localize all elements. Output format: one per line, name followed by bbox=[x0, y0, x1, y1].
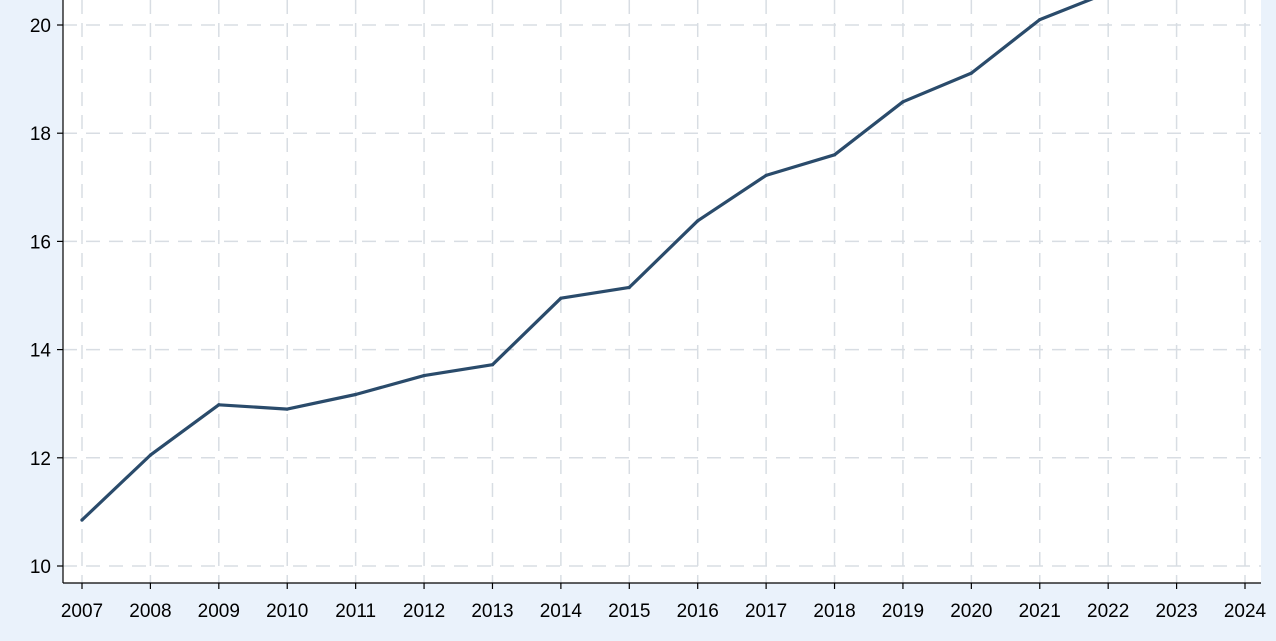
data-point bbox=[422, 373, 426, 378]
y-tick-label: 12 bbox=[30, 449, 51, 470]
data-point bbox=[490, 363, 495, 367]
data-point bbox=[969, 71, 973, 75]
x-tick-label: 2019 bbox=[882, 601, 924, 622]
x-tick-label: 2017 bbox=[745, 601, 787, 622]
data-point bbox=[764, 173, 768, 177]
x-tick-label: 2021 bbox=[1019, 601, 1061, 622]
x-tick-label: 2009 bbox=[198, 601, 240, 622]
x-gridlines bbox=[81, 0, 1246, 583]
data-point bbox=[559, 296, 563, 300]
x-tick-label: 2008 bbox=[129, 601, 171, 622]
data-point bbox=[832, 153, 837, 157]
y-tick-label: 18 bbox=[30, 124, 51, 145]
y-tick-label: 10 bbox=[30, 557, 51, 578]
x-tick-label: 2015 bbox=[608, 601, 650, 622]
x-tick-label: 2023 bbox=[1155, 601, 1197, 622]
y-axis-ticks: 10 12 14 16 18 20 bbox=[30, 16, 63, 578]
data-point bbox=[696, 219, 700, 223]
data-point bbox=[1038, 17, 1042, 22]
series-line bbox=[80, 0, 1094, 522]
x-tick-label: 2022 bbox=[1087, 601, 1129, 622]
data-point bbox=[354, 392, 358, 397]
x-tick-label: 2010 bbox=[266, 601, 308, 622]
data-point bbox=[901, 100, 905, 104]
data-point bbox=[627, 285, 631, 289]
x-tick-label: 2011 bbox=[335, 601, 376, 622]
x-axis-ticks: 2007 2008 2009 2010 2011 2012 2013 2014 2015 2016… bbox=[61, 583, 1267, 622]
x-tick-label: 2012 bbox=[403, 601, 445, 622]
series-group bbox=[80, 0, 1094, 522]
y-gridlines bbox=[63, 24, 1261, 567]
data-point bbox=[217, 403, 221, 407]
x-tick-label: 2013 bbox=[471, 601, 513, 622]
plot-background bbox=[63, 0, 1261, 583]
x-tick-label: 2018 bbox=[813, 601, 855, 622]
x-tick-label: 2014 bbox=[540, 601, 583, 622]
x-tick-label: 2007 bbox=[61, 601, 103, 622]
x-tick-label: 2020 bbox=[950, 601, 992, 622]
y-tick-label: 20 bbox=[30, 16, 51, 37]
x-tick-label: 2016 bbox=[677, 601, 719, 622]
data-point bbox=[80, 518, 84, 522]
y-tick-label: 16 bbox=[30, 232, 51, 253]
x-tick-label: 2024 bbox=[1224, 601, 1267, 622]
data-point bbox=[285, 407, 289, 411]
data-point bbox=[148, 453, 153, 457]
y-tick-label: 14 bbox=[30, 341, 52, 362]
